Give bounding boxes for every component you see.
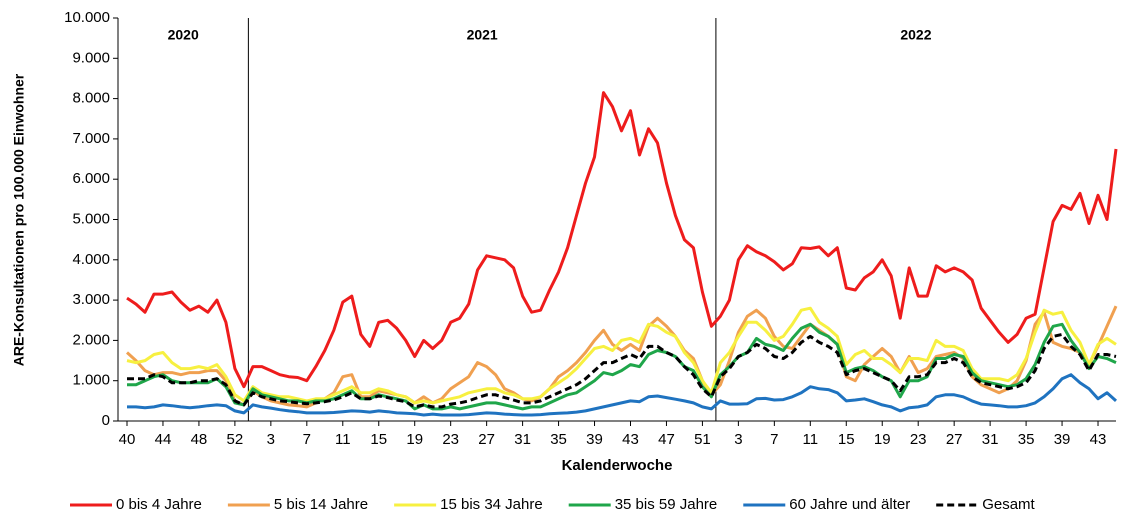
x-tick-label: 43 <box>622 431 639 448</box>
x-tick-label: 3 <box>734 431 742 448</box>
legend-label: 5 bis 14 Jahre <box>274 496 368 513</box>
legend-label: 60 Jahre und älter <box>789 496 910 513</box>
x-tick-label: 43 <box>1090 431 1107 448</box>
x-tick-label: 35 <box>550 431 567 448</box>
legend-label: 35 bis 59 Jahre <box>615 496 718 513</box>
y-axis-label: ARE-Konsultationen pro 100.000 Einwohner <box>11 73 27 366</box>
x-tick-label: 31 <box>514 431 531 448</box>
x-tick-label: 15 <box>370 431 387 448</box>
x-tick-label: 15 <box>838 431 855 448</box>
data-line <box>126 306 1117 405</box>
y-tick-label: 2.000 <box>72 331 110 348</box>
year-label: 2021 <box>467 27 498 43</box>
y-tick-label: 7.000 <box>72 130 110 147</box>
x-tick-label: 31 <box>982 431 999 448</box>
y-tick-label: 10.000 <box>64 9 110 26</box>
x-tick-label: 23 <box>910 431 927 448</box>
x-tick-label: 48 <box>191 431 208 448</box>
x-tick-label: 40 <box>119 431 136 448</box>
x-tick-label: 44 <box>155 431 172 448</box>
x-tick-label: 11 <box>335 431 351 448</box>
legend-label: Gesamt <box>982 496 1035 513</box>
x-axis-label: Kalenderwoche <box>562 457 673 474</box>
x-tick-label: 11 <box>803 431 819 448</box>
data-line <box>127 332 1117 409</box>
y-tick-label: 9.000 <box>72 49 110 66</box>
x-tick-label: 47 <box>658 431 675 448</box>
x-tick-label: 7 <box>303 431 311 448</box>
y-tick-label: 5.000 <box>72 210 110 227</box>
data-line <box>127 373 1118 417</box>
data-line <box>126 91 1118 389</box>
year-label: 2022 <box>900 27 931 43</box>
x-tick-label: 27 <box>478 431 495 448</box>
x-tick-label: 19 <box>406 431 423 448</box>
y-tick-label: 4.000 <box>72 251 110 268</box>
x-tick-label: 52 <box>227 431 244 448</box>
legend-label: 15 bis 34 Jahre <box>440 496 543 513</box>
x-tick-label: 35 <box>1018 431 1035 448</box>
legend-label: 0 bis 4 Jahre <box>116 496 202 513</box>
y-tick-label: 1.000 <box>72 372 110 389</box>
x-tick-label: 23 <box>442 431 459 448</box>
data-line <box>125 305 1118 409</box>
x-tick-label: 39 <box>1054 431 1071 448</box>
y-tick-label: 6.000 <box>72 170 110 187</box>
y-tick-label: 0 <box>102 412 110 429</box>
x-tick-label: 39 <box>586 431 603 448</box>
x-tick-label: 19 <box>874 431 891 448</box>
x-tick-label: 51 <box>694 431 711 448</box>
y-tick-label: 8.000 <box>72 90 110 107</box>
x-tick-label: 27 <box>946 431 963 448</box>
y-tick-label: 3.000 <box>72 291 110 308</box>
year-label: 2020 <box>168 27 199 43</box>
x-tick-label: 7 <box>770 431 778 448</box>
x-tick-label: 3 <box>267 431 275 448</box>
